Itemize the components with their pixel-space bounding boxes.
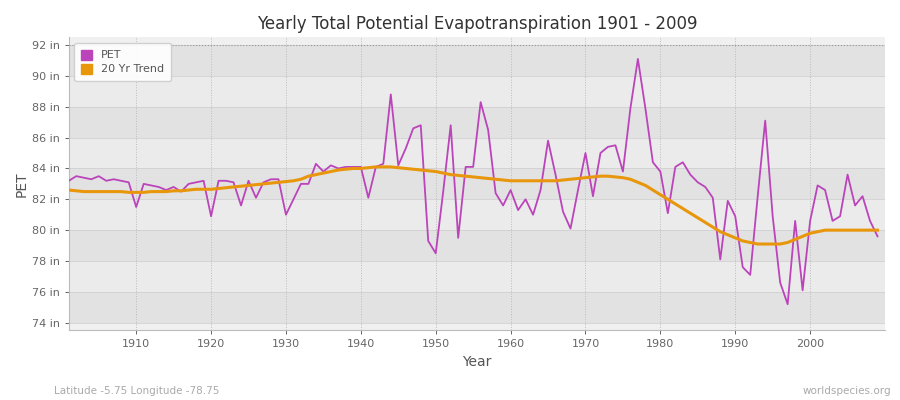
Line: 20 Yr Trend: 20 Yr Trend: [68, 167, 878, 244]
Bar: [68, 292, 885, 323]
Bar: [68, 168, 885, 199]
20 Yr Trend: [872, 228, 883, 232]
Bar: [68, 138, 885, 168]
PET: [633, 56, 643, 61]
PET: [123, 180, 134, 185]
20 Yr Trend: [602, 174, 613, 178]
20 Yr Trend: [752, 242, 763, 246]
Bar: [68, 261, 885, 292]
20 Yr Trend: [288, 178, 299, 183]
20 Yr Trend: [63, 188, 74, 192]
PET: [872, 234, 883, 239]
Text: worldspecies.org: worldspecies.org: [803, 386, 891, 396]
Legend: PET, 20 Yr Trend: PET, 20 Yr Trend: [75, 43, 171, 81]
20 Yr Trend: [333, 168, 344, 172]
Bar: [68, 76, 885, 107]
Text: Latitude -5.75 Longitude -78.75: Latitude -5.75 Longitude -78.75: [54, 386, 220, 396]
PET: [63, 178, 74, 183]
Bar: [68, 199, 885, 230]
X-axis label: Year: Year: [463, 355, 491, 369]
PET: [333, 166, 344, 171]
PET: [498, 203, 508, 208]
PET: [505, 188, 516, 192]
20 Yr Trend: [513, 178, 524, 183]
Bar: [68, 107, 885, 138]
Title: Yearly Total Potential Evapotranspiration 1901 - 2009: Yearly Total Potential Evapotranspiratio…: [256, 15, 698, 33]
20 Yr Trend: [505, 178, 516, 183]
Bar: [68, 230, 885, 261]
PET: [288, 197, 299, 202]
Y-axis label: PET: PET: [15, 171, 29, 197]
20 Yr Trend: [123, 190, 134, 195]
PET: [782, 302, 793, 306]
Line: PET: PET: [68, 59, 878, 304]
Bar: [68, 45, 885, 76]
20 Yr Trend: [371, 164, 382, 169]
PET: [595, 151, 606, 156]
